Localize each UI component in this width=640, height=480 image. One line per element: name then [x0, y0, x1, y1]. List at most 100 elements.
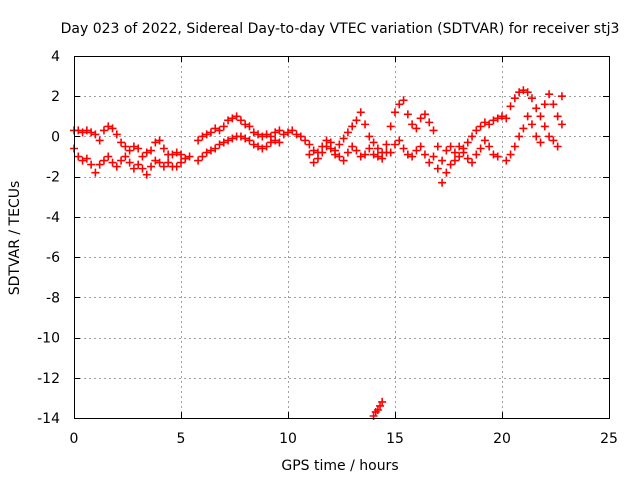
data-point — [104, 122, 113, 131]
data-point — [151, 156, 160, 165]
data-point — [523, 88, 532, 97]
data-point — [138, 152, 147, 161]
data-point — [498, 112, 506, 121]
data-point — [159, 144, 168, 153]
data-point — [318, 148, 327, 157]
data-point — [450, 148, 459, 157]
data-point — [95, 160, 104, 169]
data-point — [532, 132, 541, 141]
data-point — [545, 90, 554, 99]
data-point — [185, 152, 194, 161]
data-point — [296, 132, 305, 141]
data-point — [442, 146, 451, 155]
data-point — [108, 158, 117, 167]
data-point — [420, 150, 429, 159]
data-point — [99, 126, 108, 135]
data-point — [553, 142, 562, 151]
data-point — [343, 128, 352, 137]
data-point — [147, 146, 156, 155]
data-point — [369, 150, 378, 159]
data-point — [429, 126, 438, 135]
data-point — [219, 138, 228, 147]
data-point — [408, 120, 417, 129]
y-tick-label: -2 — [46, 170, 60, 186]
data-point — [446, 160, 455, 169]
data-point — [433, 164, 442, 173]
data-point — [271, 128, 280, 137]
data-point — [472, 126, 481, 135]
x-tick-label: 10 — [279, 431, 297, 447]
x-axis-tick-labels: 0 5 10 15 20 25 — [70, 431, 618, 447]
data-point — [104, 152, 113, 161]
data-point — [245, 122, 254, 131]
data-point — [91, 130, 100, 139]
data-point — [151, 138, 160, 147]
data-point — [211, 124, 220, 133]
data-point — [206, 128, 215, 137]
data-point — [373, 152, 382, 161]
plot-frame — [74, 56, 610, 419]
data-point — [181, 154, 190, 163]
data-point — [142, 148, 151, 157]
data-point — [450, 156, 459, 165]
data-point — [74, 126, 83, 135]
data-point — [412, 146, 421, 155]
data-point — [129, 164, 138, 173]
data-point — [125, 158, 134, 167]
data-point — [361, 120, 370, 129]
data-point — [177, 150, 185, 159]
data-point — [502, 156, 511, 165]
data-point — [245, 136, 254, 145]
data-point — [339, 156, 348, 165]
data-point — [485, 142, 494, 151]
data-point — [168, 150, 177, 159]
data-point — [523, 112, 532, 121]
data-point — [549, 136, 558, 145]
data-point — [228, 134, 237, 143]
data-point — [399, 144, 408, 153]
data-point — [331, 146, 340, 155]
data-point — [194, 156, 203, 165]
data-point — [493, 152, 502, 161]
y-tick-label: -12 — [37, 371, 60, 387]
data-point — [322, 142, 331, 151]
data-point — [313, 154, 322, 163]
y-axis-tick-labels: -14 -12 -10 -8 -6 -4 -2 0 2 4 — [37, 49, 60, 427]
data-point — [95, 136, 104, 145]
data-point — [241, 134, 250, 143]
data-point — [335, 140, 344, 149]
data-point — [249, 128, 258, 137]
data-point — [438, 156, 447, 165]
data-point — [215, 126, 224, 135]
data-point — [275, 126, 284, 135]
data-point — [99, 156, 108, 165]
data-point — [506, 102, 515, 111]
data-point — [352, 146, 361, 155]
data-point — [219, 122, 228, 131]
data-point — [506, 150, 515, 159]
x-axis-label: GPS time / hours — [281, 458, 398, 474]
data-point — [159, 162, 168, 171]
data-point — [78, 128, 87, 137]
data-point — [301, 136, 310, 145]
data-point — [117, 156, 126, 165]
data-point — [356, 152, 365, 161]
data-point — [382, 140, 391, 149]
data-point — [386, 148, 395, 157]
data-point — [249, 140, 258, 149]
data-point — [510, 142, 519, 151]
data-point — [480, 118, 489, 127]
data-point — [258, 132, 267, 141]
data-point — [202, 148, 211, 157]
data-point — [78, 156, 87, 165]
data-point — [87, 128, 96, 137]
data-point — [365, 144, 374, 153]
data-point — [155, 158, 164, 167]
data-point — [442, 168, 451, 177]
axis-ticks — [74, 56, 610, 419]
data-point — [532, 104, 541, 113]
data-point — [292, 130, 301, 139]
data-point — [335, 152, 344, 161]
data-point — [493, 114, 502, 123]
data-point — [459, 148, 468, 157]
